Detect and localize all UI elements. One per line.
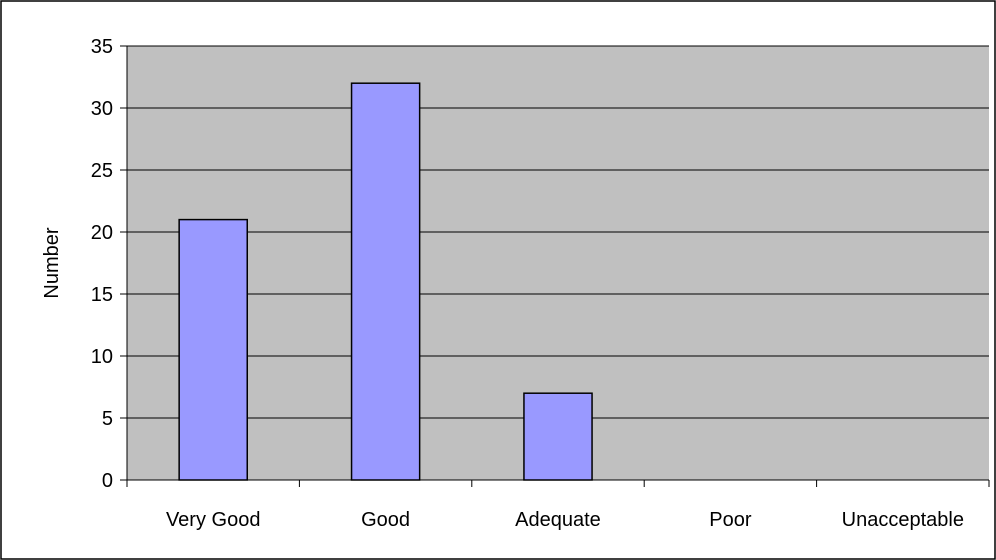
y-tick-labels: 0 5 10 15 20 25 30 35 bbox=[91, 36, 113, 492]
y-tick-label: 0 bbox=[102, 470, 113, 492]
y-tick-label: 20 bbox=[91, 222, 113, 244]
y-tick-label: 30 bbox=[91, 98, 113, 120]
y-tick-label: 25 bbox=[91, 160, 113, 182]
y-axis-title: Number bbox=[41, 227, 63, 298]
bar-adequate bbox=[523, 392, 593, 481]
x-tick-label: Poor bbox=[709, 509, 752, 531]
y-tick-label: 10 bbox=[91, 346, 113, 368]
x-tick-label: Good bbox=[361, 509, 410, 531]
gridlines bbox=[127, 45, 989, 419]
bar-good bbox=[350, 82, 421, 481]
x-tick-label: Adequate bbox=[515, 509, 601, 531]
x-tick-labels: Very Good Good Adequate Poor Unacceptable bbox=[166, 509, 964, 531]
axes bbox=[120, 45, 990, 487]
y-tick-label: 5 bbox=[102, 408, 113, 430]
bar-very-good bbox=[178, 218, 248, 481]
y-tick-label: 15 bbox=[91, 284, 113, 306]
x-tick-label: Very Good bbox=[166, 509, 261, 531]
x-tick-label: Unacceptable bbox=[842, 509, 964, 531]
y-tick-label: 35 bbox=[91, 36, 113, 58]
